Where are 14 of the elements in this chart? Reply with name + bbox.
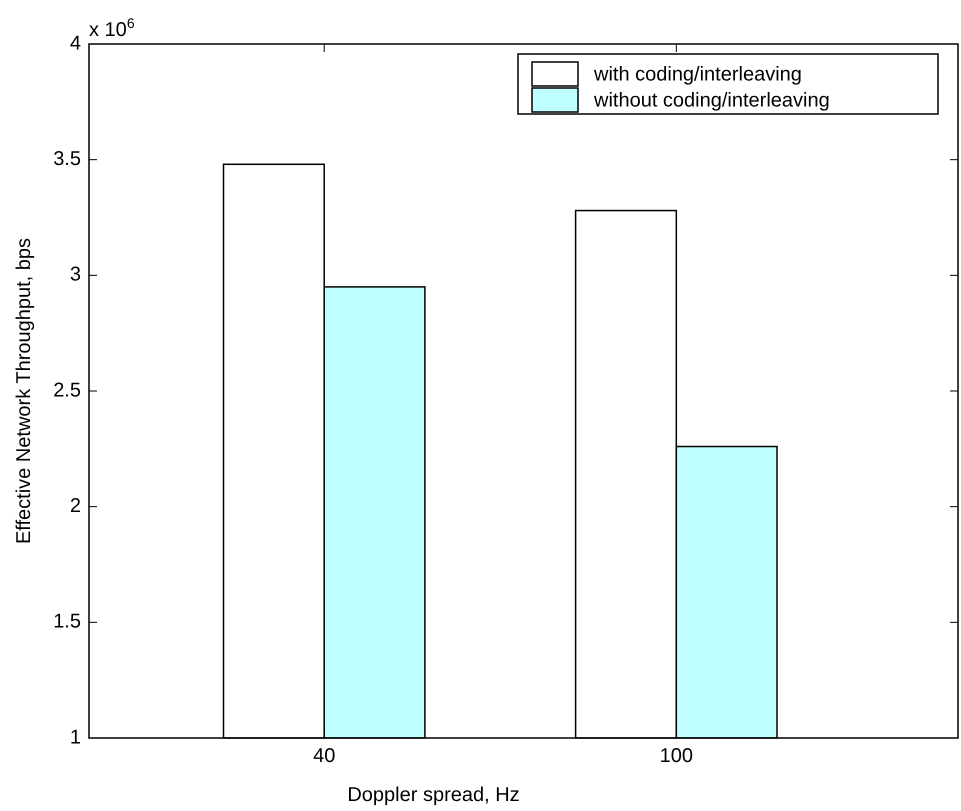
y-axis-title: Effective Network Throughput, bps (13, 238, 35, 544)
y-tick-label: 1.5 (53, 610, 81, 633)
y-tick-label: 1 (70, 726, 81, 748)
legend-label: without coding/interleaving (593, 89, 830, 112)
y-tick-label: 2 (70, 494, 81, 517)
y-tick-label: 4 (70, 32, 81, 54)
y-tick-label: 2.5 (53, 379, 81, 402)
x-tick-label: 40 (313, 745, 336, 767)
text: x 10$^{6}$ (89, 15, 135, 41)
y-tick-label: 3.5 (53, 148, 81, 170)
x-tick-label: 100 (660, 745, 693, 767)
legend-label: with coding/interleaving (593, 63, 802, 86)
y-tick-label: 3 (70, 264, 81, 286)
x-axis-title: Doppler spread, Hz (347, 784, 520, 806)
